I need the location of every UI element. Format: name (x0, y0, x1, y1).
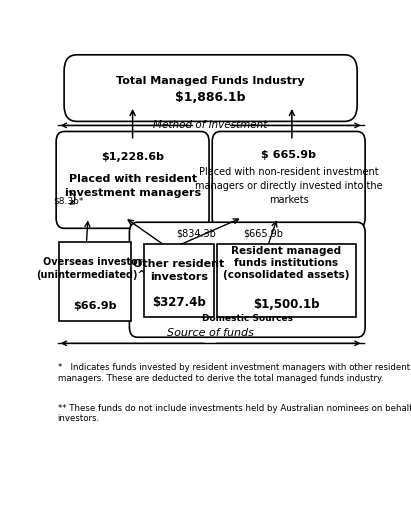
Text: Placed with non-resident investment
managers or directly invested into the
marke: Placed with non-resident investment mana… (195, 167, 383, 205)
Text: Overseas investors
(unintermediated)^^: Overseas investors (unintermediated)^^ (36, 257, 154, 280)
Text: Source of funds: Source of funds (167, 329, 254, 339)
Text: $665.9b: $665.9b (243, 228, 283, 238)
Text: Total Managed Funds Industry: Total Managed Funds Industry (116, 76, 305, 86)
Text: ** These funds do not include investments held by Australian nominees on behalf : ** These funds do not include investment… (58, 404, 411, 423)
FancyBboxPatch shape (56, 132, 209, 228)
FancyBboxPatch shape (129, 222, 365, 337)
FancyBboxPatch shape (217, 244, 356, 317)
FancyBboxPatch shape (59, 243, 131, 321)
Text: Other resident
investors: Other resident investors (133, 259, 224, 282)
Text: Resident managed
funds institutions
(consolidated assets): Resident managed funds institutions (con… (223, 246, 349, 280)
Text: $1,500.1b: $1,500.1b (253, 298, 319, 311)
FancyBboxPatch shape (144, 244, 214, 317)
Text: Placed with resident
investment managers: Placed with resident investment managers (65, 174, 201, 198)
FancyBboxPatch shape (64, 55, 357, 122)
Text: $1,228.6b: $1,228.6b (101, 152, 164, 162)
Text: $327.4b: $327.4b (152, 296, 206, 309)
Text: Method of investment: Method of investment (153, 121, 268, 130)
Text: $834.3b: $834.3b (176, 228, 216, 238)
FancyBboxPatch shape (212, 132, 365, 228)
Text: *   Indicates funds invested by resident investment managers with other resident: * Indicates funds invested by resident i… (58, 364, 411, 383)
Text: $1,886.1b: $1,886.1b (175, 91, 246, 104)
Text: Domestic Sources: Domestic Sources (202, 314, 293, 323)
Text: $8.3b*: $8.3b* (53, 196, 83, 205)
Text: $ 665.9b: $ 665.9b (261, 150, 316, 160)
Text: $66.9b: $66.9b (74, 301, 117, 311)
